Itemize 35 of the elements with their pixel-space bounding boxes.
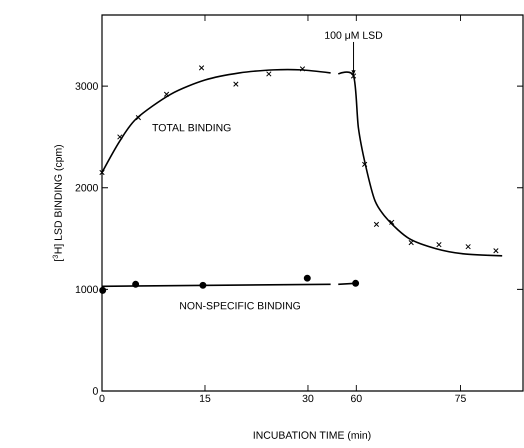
point: [436, 242, 442, 248]
point: [304, 274, 311, 282]
y-axis-title: [$^{3}$H] LSD BINDING (cpm): [52, 145, 64, 261]
point: [136, 114, 142, 120]
text: NON-SPECIFIC BINDING: [180, 302, 300, 310]
x-tick-label: 15: [200, 394, 210, 402]
point: [164, 92, 170, 98]
y-tick-label: 3000: [75, 82, 98, 90]
point: [233, 81, 239, 87]
point: [300, 66, 306, 72]
point: [465, 244, 471, 250]
point: [388, 220, 394, 226]
x-axis-title: INCUBATION TIME (min): [254, 431, 371, 441]
point: [198, 65, 204, 71]
point: [408, 240, 414, 246]
point: [362, 162, 368, 168]
x-tick-label: 0: [99, 394, 104, 402]
point: [350, 73, 356, 79]
point: [132, 280, 140, 288]
point: [352, 280, 360, 287]
x-tick-label: 60: [351, 394, 362, 402]
point: [266, 71, 272, 77]
point: [199, 282, 206, 289]
x-tick-label: 30: [302, 394, 314, 402]
y-tick-label: 0: [92, 387, 98, 395]
point: [493, 248, 499, 254]
point: [117, 134, 123, 140]
y-tick-label: 2000: [76, 184, 98, 192]
point: [374, 222, 380, 228]
point: [99, 286, 106, 294]
series-label: TOTAL BINDING: [152, 124, 231, 132]
point: [99, 170, 105, 176]
annotation: 100 μM LSD: [325, 31, 382, 41]
y-tick-label: 1000: [76, 286, 98, 294]
x-tick-label: 75: [455, 394, 466, 402]
